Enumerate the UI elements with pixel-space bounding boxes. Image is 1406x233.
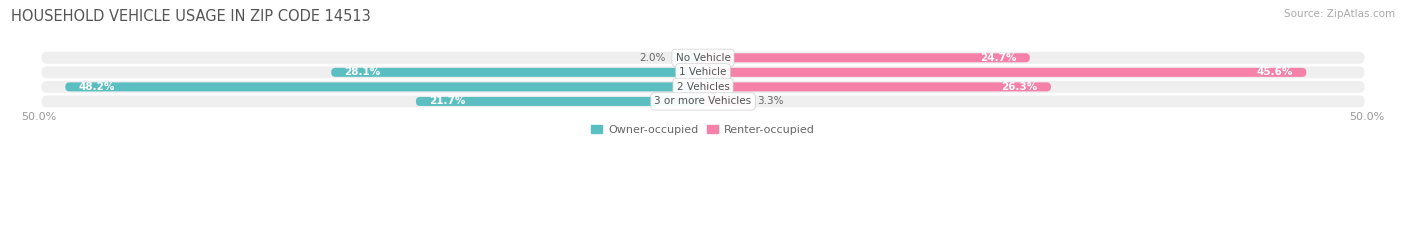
- Text: 50.0%: 50.0%: [1350, 112, 1385, 122]
- Text: 45.6%: 45.6%: [1257, 67, 1294, 77]
- Text: 1 Vehicle: 1 Vehicle: [679, 67, 727, 77]
- FancyBboxPatch shape: [41, 66, 1365, 78]
- Text: No Vehicle: No Vehicle: [675, 53, 731, 63]
- Text: 48.2%: 48.2%: [79, 82, 115, 92]
- Text: Source: ZipAtlas.com: Source: ZipAtlas.com: [1284, 9, 1395, 19]
- Text: 2 Vehicles: 2 Vehicles: [676, 82, 730, 92]
- Text: 3 or more Vehicles: 3 or more Vehicles: [654, 96, 752, 106]
- FancyBboxPatch shape: [676, 53, 703, 62]
- FancyBboxPatch shape: [41, 81, 1365, 93]
- Text: 28.1%: 28.1%: [344, 67, 381, 77]
- Text: 2.0%: 2.0%: [640, 53, 666, 63]
- Text: 24.7%: 24.7%: [980, 53, 1017, 63]
- Text: 50.0%: 50.0%: [21, 112, 56, 122]
- Text: HOUSEHOLD VEHICLE USAGE IN ZIP CODE 14513: HOUSEHOLD VEHICLE USAGE IN ZIP CODE 1451…: [11, 9, 371, 24]
- FancyBboxPatch shape: [703, 82, 1050, 91]
- FancyBboxPatch shape: [703, 53, 1029, 62]
- Text: 26.3%: 26.3%: [1001, 82, 1038, 92]
- Legend: Owner-occupied, Renter-occupied: Owner-occupied, Renter-occupied: [586, 120, 820, 139]
- FancyBboxPatch shape: [41, 96, 1365, 107]
- Text: 3.3%: 3.3%: [758, 96, 783, 106]
- FancyBboxPatch shape: [703, 97, 747, 106]
- FancyBboxPatch shape: [65, 82, 703, 91]
- FancyBboxPatch shape: [703, 68, 1306, 77]
- FancyBboxPatch shape: [41, 52, 1365, 64]
- Text: 21.7%: 21.7%: [429, 96, 465, 106]
- FancyBboxPatch shape: [416, 97, 703, 106]
- FancyBboxPatch shape: [332, 68, 703, 77]
